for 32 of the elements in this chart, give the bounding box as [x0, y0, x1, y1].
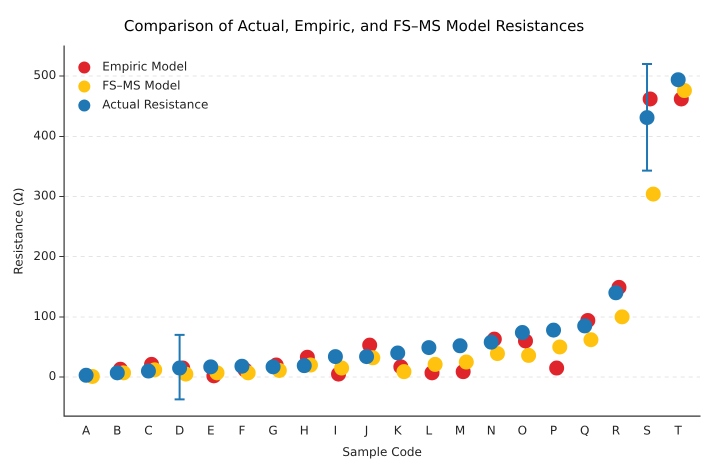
x-tick-label: S — [643, 424, 651, 438]
x-tick-label: D — [174, 424, 184, 438]
x-tick-label: L — [426, 424, 433, 438]
x-tick-label: E — [206, 424, 215, 438]
x-tick-label: A — [82, 424, 92, 438]
x-tick-label: Q — [580, 424, 590, 438]
x-tick-label: K — [394, 424, 403, 438]
y-tick-label: 0 — [48, 369, 56, 384]
x-tick-label: C — [144, 424, 153, 438]
x-tick-label: B — [113, 424, 122, 438]
y-tick-label: 400 — [33, 128, 56, 142]
chart-title: Comparison of Actual, Empiric, and FS–MS Model Resistances — [124, 16, 584, 35]
x-tick-label: T — [674, 424, 683, 438]
legend-label: FS–MS Model — [102, 78, 180, 93]
x-tick-label: H — [300, 424, 309, 438]
x-tick-label: N — [486, 424, 496, 438]
y-tick-label: 500 — [33, 68, 56, 82]
y-tick-label: 300 — [33, 188, 56, 203]
x-tick-label: P — [550, 424, 558, 438]
x-tick-label: F — [238, 424, 246, 438]
x-tick-label: J — [364, 424, 368, 438]
legend-label: Empiric Model — [102, 60, 188, 74]
y-axis-title: Resistance (Ω) — [11, 188, 26, 275]
x-tick-label: G — [268, 424, 278, 438]
x-tick-label: R — [612, 424, 620, 438]
y-tick-label: 100 — [33, 309, 56, 324]
x-tick-label: O — [518, 424, 528, 438]
x-tick-label: I — [334, 424, 338, 438]
legend-label: Actual Resistance — [102, 98, 208, 112]
x-axis-title: Sample Code — [342, 444, 422, 459]
x-tick-label: M — [454, 424, 466, 438]
y-tick-label: 200 — [33, 248, 56, 263]
